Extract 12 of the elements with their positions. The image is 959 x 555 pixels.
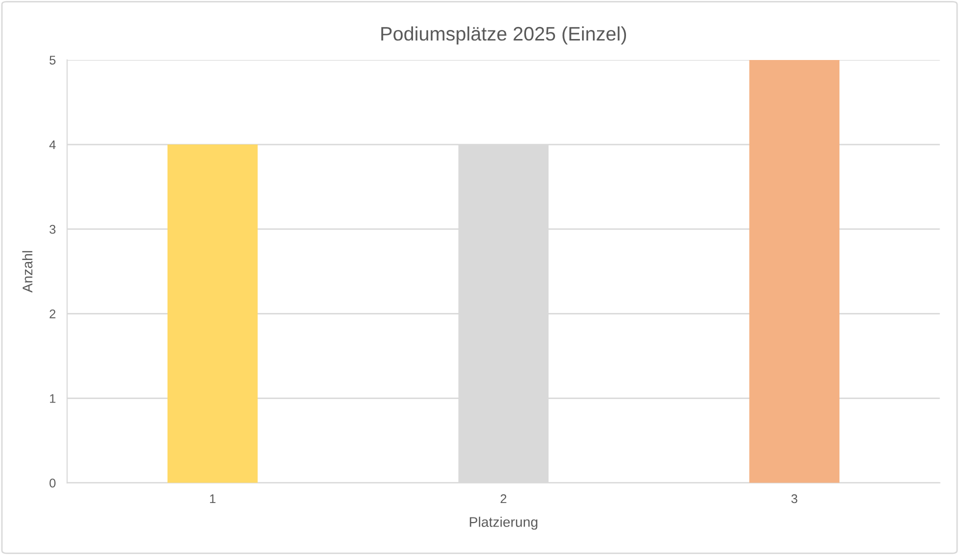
y-tick-label: 5 — [50, 56, 56, 65]
y-tick-label: 4 — [49, 140, 56, 150]
y-tick-label: 3 — [50, 224, 56, 234]
x-tick-label: 1 — [210, 494, 216, 504]
x-tick-label: 3 — [791, 494, 798, 504]
x-tick-label: 2 — [500, 494, 506, 504]
y-tick-label: 0 — [50, 478, 56, 488]
y-tick-label: 2 — [50, 309, 56, 318]
y-tick-label: 1 — [50, 394, 56, 403]
y-axis-title: Anzahl — [22, 251, 32, 293]
chart-title: Podiumsplätze 2025 (Einzel) — [381, 26, 626, 45]
x-axis-title: Platzierung — [470, 516, 538, 530]
